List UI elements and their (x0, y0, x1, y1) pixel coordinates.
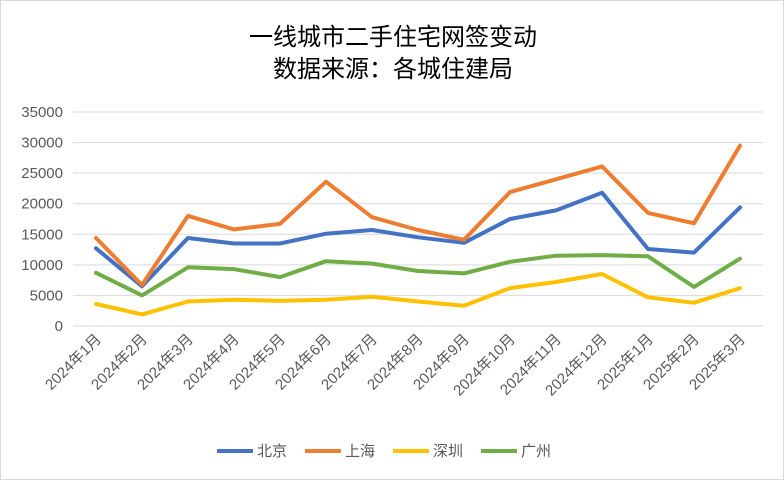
y-tick-label: 35000 (21, 104, 63, 121)
legend-label-0: 北京 (257, 442, 287, 460)
legend: 北京 上海 深圳 广州 (217, 442, 551, 460)
series-line-1 (94, 143, 742, 287)
legend-label-2: 深圳 (433, 442, 463, 460)
chart-title-line-2: 数据来源：各城住建局 (273, 55, 513, 83)
y-tick-label: 0 (55, 318, 63, 335)
gridlines (73, 111, 763, 327)
series-line-3 (94, 253, 742, 298)
chart-title: 一线城市二手住宅网签变动 数据来源：各城住建局 (249, 23, 537, 83)
legend-label-3: 广州 (521, 442, 551, 460)
x-axis-ticks: 2024年1月2024年2月2024年3月2024年4月2024年5月2024年… (42, 331, 749, 400)
chart-title-line-1: 一线城市二手住宅网签变动 (249, 23, 537, 51)
y-tick-label: 25000 (21, 165, 63, 182)
y-tick-label: 15000 (21, 226, 63, 243)
y-tick-label: 10000 (21, 257, 63, 274)
series-line-2 (94, 272, 742, 317)
series-lines (94, 143, 742, 317)
y-axis-ticks: 0 5000 10000 15000 20000 25000 30000 35000 (21, 104, 63, 335)
y-tick-label: 30000 (21, 135, 63, 152)
legend-label-1: 上海 (345, 442, 375, 460)
y-tick-label: 5000 (30, 287, 63, 304)
y-tick-label: 20000 (21, 196, 63, 213)
series-line-0 (94, 190, 742, 289)
